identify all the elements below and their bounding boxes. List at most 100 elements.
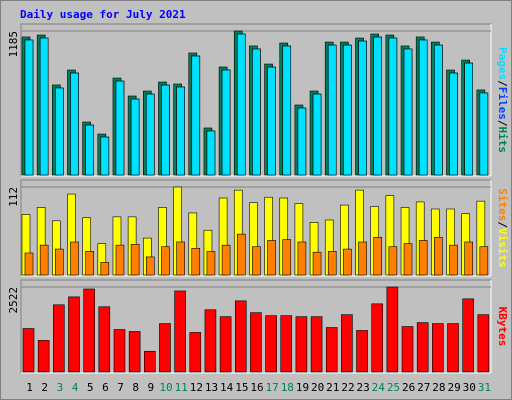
bar (250, 312, 262, 373)
bar (447, 323, 459, 373)
bar (70, 72, 79, 176)
x-tick-label: 14 (220, 381, 234, 394)
bar (297, 241, 307, 276)
bar (265, 315, 277, 373)
bar (403, 48, 413, 176)
bar (418, 39, 428, 176)
x-tick-label: 31 (478, 381, 491, 394)
bar (191, 55, 201, 176)
legend-entry: KBytes (496, 307, 509, 347)
bar (449, 72, 458, 176)
bar (145, 93, 155, 176)
bar (221, 244, 231, 276)
bar (462, 298, 474, 373)
bar (477, 314, 490, 373)
legend-separator: / (496, 80, 509, 87)
bar (295, 316, 308, 373)
x-tick-label: 20 (311, 381, 324, 394)
bar (327, 251, 337, 276)
bar (204, 309, 217, 373)
bar (24, 39, 34, 176)
legend-entry: Files (496, 87, 509, 120)
bar (206, 251, 216, 276)
bar (113, 329, 126, 373)
bar (176, 241, 185, 276)
bar (327, 44, 337, 176)
legend-entry: Sites (496, 188, 509, 221)
bar (236, 233, 246, 276)
x-tick-label: 18 (281, 381, 294, 394)
bar (280, 315, 293, 373)
bar (449, 244, 458, 276)
x-tick-label: 7 (117, 381, 124, 394)
y-tick-label: 2522 (7, 287, 20, 314)
bar (401, 326, 414, 373)
bar (39, 244, 49, 276)
legend-separator: / (496, 120, 509, 127)
bar (37, 340, 50, 373)
legend-entry: Pages (496, 47, 509, 80)
bar (234, 300, 247, 373)
bar (252, 48, 261, 176)
bar (115, 244, 125, 276)
x-tick-label: 1 (26, 381, 33, 394)
bar (371, 303, 384, 373)
bar (100, 262, 110, 276)
bar (70, 241, 79, 276)
bar (267, 66, 276, 176)
bar (479, 246, 489, 276)
bar (161, 246, 170, 276)
bar (55, 248, 64, 276)
bar (464, 241, 473, 276)
y-tick-label: 1185 (7, 31, 20, 58)
bar (282, 239, 292, 276)
bar (55, 87, 64, 176)
bar (282, 45, 292, 176)
bar (85, 124, 94, 176)
x-tick-label: 12 (190, 381, 203, 394)
x-tick-label: 24 (372, 381, 386, 394)
bar (189, 332, 202, 373)
x-tick-label: 5 (87, 381, 94, 394)
x-tick-label: 27 (417, 381, 430, 394)
bar (176, 86, 185, 176)
legend: Pages/Files/Hits (496, 47, 509, 153)
legend-separator: / (496, 221, 509, 228)
x-tick-label: 16 (250, 381, 263, 394)
x-tick-label: 30 (463, 381, 476, 394)
bar (312, 251, 322, 276)
bar (83, 288, 95, 373)
x-tick-label: 21 (326, 381, 339, 394)
chart-title: Daily usage for July 2021 (20, 8, 186, 21)
x-tick-label: 29 (447, 381, 460, 394)
x-tick-label: 19 (296, 381, 309, 394)
bar (206, 130, 216, 176)
bar (356, 330, 368, 373)
y-tick-label: 112 (7, 187, 20, 207)
legend-entry: Hits (496, 127, 509, 154)
bar (130, 98, 140, 176)
bar (373, 236, 383, 276)
x-tick-label: 28 (432, 381, 445, 394)
bar (128, 331, 141, 373)
bar (39, 37, 49, 176)
x-tick-label: 25 (387, 381, 400, 394)
bar (267, 240, 276, 276)
x-tick-label: 13 (205, 381, 218, 394)
bar (53, 304, 65, 373)
bar (219, 316, 232, 373)
bar (479, 92, 489, 176)
bar (297, 107, 307, 176)
bar (24, 252, 34, 276)
legend-entry: Visits (496, 228, 509, 268)
bar (388, 37, 398, 176)
bar (159, 323, 171, 373)
x-tick-label: 26 (402, 381, 415, 394)
bar (325, 327, 338, 373)
x-tick-label: 23 (357, 381, 370, 394)
x-tick-label: 22 (341, 381, 354, 394)
bar (358, 241, 367, 276)
x-tick-label: 15 (235, 381, 248, 394)
bar (418, 240, 428, 276)
